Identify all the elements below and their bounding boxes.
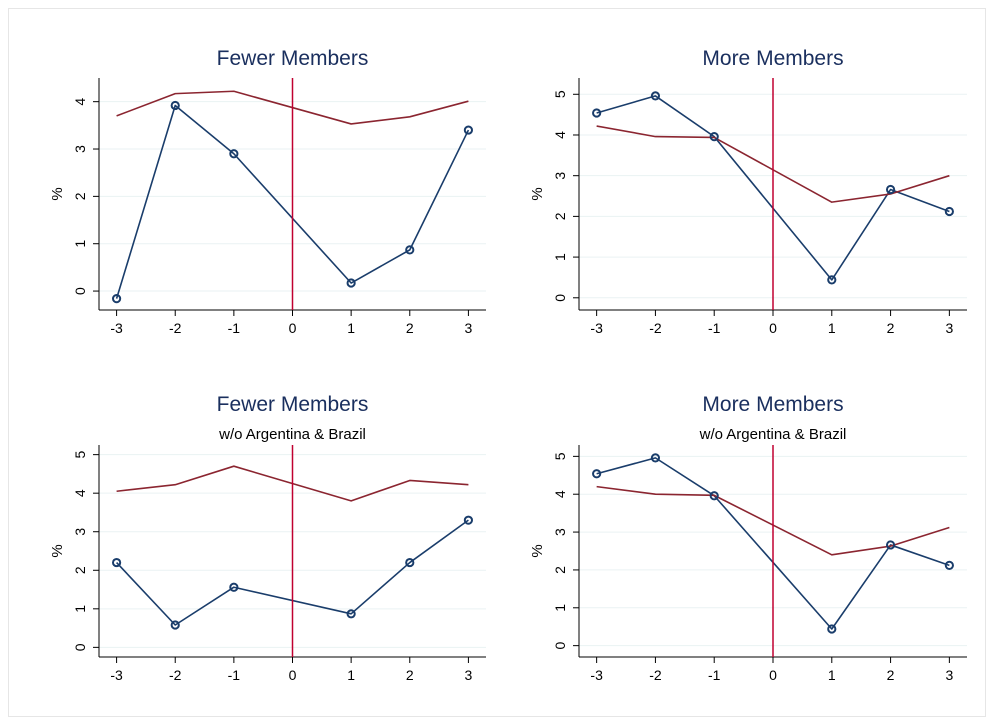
- x-tick-label: -1: [708, 320, 721, 336]
- data-point: [709, 491, 719, 501]
- x-tick-label: -3: [110, 667, 123, 683]
- y-tick-label: 0: [72, 643, 88, 651]
- x-tick-label: 1: [828, 667, 836, 683]
- data-point: [885, 184, 896, 195]
- data-point: [463, 125, 474, 135]
- x-tick-label: -3: [110, 320, 123, 336]
- x-tick-label: 1: [347, 320, 355, 336]
- x-tick-label: -1: [708, 667, 721, 683]
- x-tick-label: 0: [769, 320, 777, 336]
- data-point: [944, 206, 954, 217]
- y-tick-label: 3: [72, 528, 88, 536]
- y-tick-label: 3: [552, 172, 568, 180]
- x-tick-label: 0: [289, 667, 297, 683]
- x-tick-label: -1: [228, 320, 241, 336]
- figure-frame: [8, 8, 986, 717]
- x-tick-label: 1: [828, 320, 836, 336]
- chart-title: Fewer Members: [217, 47, 369, 70]
- data-point: [111, 294, 122, 304]
- data-point: [346, 278, 356, 288]
- y-tick-label: 4: [72, 489, 88, 497]
- y-tick-label: 3: [552, 528, 568, 536]
- y-tick-label: 1: [72, 605, 88, 613]
- chart-subtitle: w/o Argentina & Brazil: [218, 426, 366, 443]
- x-tick-label: 0: [769, 667, 777, 683]
- y-tick-label: 5: [552, 90, 568, 98]
- x-tick-label: -2: [649, 667, 662, 683]
- data-point: [463, 515, 474, 525]
- y-tick-label: 4: [552, 131, 568, 139]
- chart-panel-2: 0 1 2 3 4 5 -3 -2 -1 0 1 2 3% More Members: [529, 47, 967, 336]
- y-tick-label: 1: [72, 240, 88, 248]
- chart-subtitle: w/o Argentina & Brazil: [699, 426, 847, 443]
- x-tick-label: 2: [887, 667, 895, 683]
- data-point: [827, 275, 837, 285]
- data-point: [944, 560, 954, 570]
- y-tick-label: 4: [72, 98, 88, 106]
- data-point: [405, 557, 415, 568]
- chart-panel-4: 0 1 2 3 4 5 -3 -2 -1 0 1 2 3% More Members w/o Argenti…: [529, 393, 967, 683]
- y-axis-label: %: [529, 187, 546, 200]
- y-tick-label: 3: [72, 145, 88, 153]
- x-tick-label: -2: [169, 320, 182, 336]
- y-tick-label: 2: [552, 212, 568, 220]
- x-tick-label: 1: [347, 667, 355, 683]
- data-point: [827, 624, 837, 634]
- data-point: [346, 609, 356, 619]
- data-point: [592, 469, 602, 479]
- chart-panel-3: 0 1 2 3 4 5 -3 -2 -1 0 1 2 3% Fewer Members w/o Argent…: [49, 393, 486, 683]
- y-axis-label: %: [49, 187, 66, 200]
- x-tick-label: 3: [945, 667, 953, 683]
- data-point: [592, 108, 602, 118]
- data-point: [885, 540, 896, 550]
- x-tick-label: 0: [289, 320, 297, 336]
- data-point: [650, 91, 661, 101]
- y-tick-label: 1: [552, 604, 568, 612]
- chart-title: More Members: [702, 393, 843, 416]
- y-tick-label: 0: [552, 642, 568, 650]
- y-tick-label: 2: [72, 566, 88, 574]
- data-point: [709, 132, 719, 142]
- data-point: [229, 149, 239, 159]
- chart-title: Fewer Members: [217, 393, 369, 416]
- x-tick-label: -3: [590, 667, 603, 683]
- y-axis-label: %: [49, 544, 66, 557]
- x-tick-label: 2: [406, 320, 414, 336]
- x-tick-label: 2: [406, 667, 414, 683]
- chart-title: More Members: [702, 47, 843, 70]
- y-tick-label: 1: [552, 253, 568, 261]
- x-tick-label: -1: [228, 667, 241, 683]
- y-axis-label: %: [529, 544, 546, 557]
- data-point: [170, 100, 180, 111]
- x-tick-label: 3: [945, 320, 953, 336]
- data-point: [650, 453, 661, 463]
- x-tick-label: 2: [887, 320, 895, 336]
- x-tick-label: -3: [590, 320, 603, 336]
- data-point: [170, 620, 180, 630]
- x-tick-label: 3: [465, 320, 473, 336]
- y-tick-label: 0: [72, 287, 88, 295]
- y-tick-label: 2: [552, 566, 568, 574]
- data-point: [111, 557, 122, 568]
- data-point: [405, 245, 415, 255]
- y-tick-label: 5: [72, 451, 88, 459]
- y-tick-label: 2: [72, 192, 88, 200]
- data-point: [229, 582, 239, 592]
- chart-panel-1: 0 1 2 3 4 -3 -2 -1 0 1 2 3% Fewer Members: [49, 47, 486, 336]
- x-tick-label: -2: [649, 320, 662, 336]
- y-tick-label: 5: [552, 452, 568, 460]
- x-tick-label: 3: [465, 667, 473, 683]
- x-tick-label: -2: [169, 667, 182, 683]
- y-tick-label: 0: [552, 294, 568, 302]
- y-tick-label: 4: [552, 490, 568, 498]
